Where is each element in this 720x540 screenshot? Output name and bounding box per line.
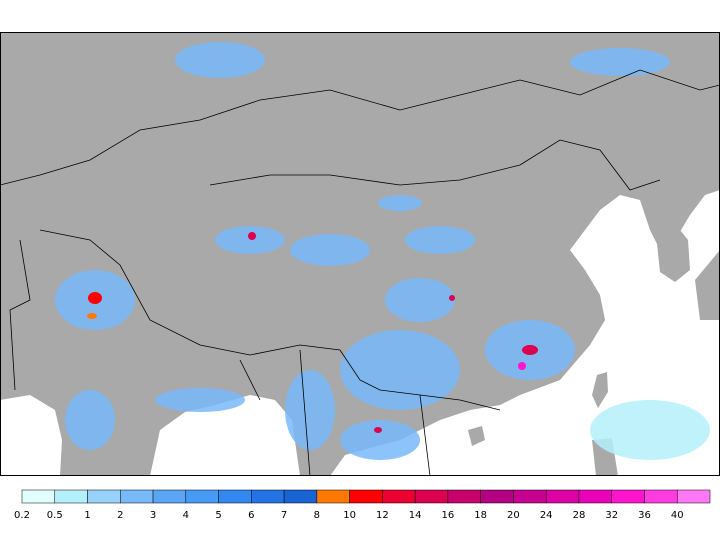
legend-swatch [447,489,481,504]
rain-area [570,48,670,76]
legend-swatch [480,489,514,504]
bay-of-bengal [150,395,300,476]
legend-swatch [611,489,645,504]
rain-spot [374,427,382,433]
legend-swatch [382,489,416,504]
rain-spot [518,362,526,370]
border-line [209,139,661,191]
rain-area [378,195,422,211]
rain-area [340,420,420,460]
arabian-sea [0,395,62,476]
legend-swatch [414,489,449,504]
legend-label: 10 [343,510,356,521]
legend-label: 0.5 [47,510,63,521]
rain-spot [87,313,97,319]
rain-area [65,390,115,450]
legend-swatch [218,489,252,504]
legend-swatch [545,489,580,504]
legend-label: 28 [573,510,586,521]
legend-swatch [578,489,612,504]
legend-label: 24 [540,510,553,521]
legend-label: 2 [117,510,123,521]
legend-label: 0.2 [14,510,30,521]
legend-label: 1 [84,510,90,521]
legend-swatch [251,489,285,504]
rain-area [175,42,265,78]
rain-spot [522,345,538,355]
legend-swatch [120,489,154,504]
rain-area [385,278,455,322]
legend-label: 7 [281,510,287,521]
korea [655,220,690,282]
legend-swatch [283,489,318,504]
rain-area [405,226,475,254]
legend-label: 14 [409,510,422,521]
legend-swatch [644,489,678,504]
legend-swatch [54,489,88,504]
rain-area [590,400,710,460]
rain-area [215,226,285,254]
legend-swatch [676,489,711,504]
legend-label: 40 [671,510,684,521]
rain-area [340,330,460,410]
map-area [0,32,720,477]
legend-label: 36 [638,510,651,521]
border-line [0,69,720,186]
japan [695,250,720,320]
rain-area [290,234,370,266]
color-legend: 0.2 0.5 1 2 3 4 5 6 7 8 10 12 14 16 18 20 24 28 32 36 40 [14,489,711,521]
rain-area [155,388,245,412]
legend-label: 5 [215,510,221,521]
legend-label: 12 [376,510,389,521]
rain-spot [248,232,256,240]
legend-label: 3 [150,510,156,521]
rain-spot [449,295,455,301]
legend-swatch [513,489,547,504]
legend-swatch [349,489,383,504]
borders [0,69,720,477]
rain-area [285,370,335,450]
legend-label: 6 [248,510,254,521]
hainan [468,426,485,446]
legend-swatch [21,489,56,504]
border-line [9,239,431,477]
legend-label: 32 [605,510,618,521]
precipitation-areas [55,42,710,460]
legend-swatch [152,489,187,504]
legend-label: 8 [314,510,320,521]
legend-label: 4 [183,510,189,521]
taiwan [592,372,608,408]
legend-label: 18 [474,510,487,521]
legend-swatch [316,489,350,504]
heavy-rain-spots [87,232,538,433]
rain-spot [88,292,102,304]
legend-swatch [185,489,219,504]
legend-label: 16 [442,510,455,521]
legend-label: 20 [507,510,520,521]
legend-swatch [87,489,121,504]
